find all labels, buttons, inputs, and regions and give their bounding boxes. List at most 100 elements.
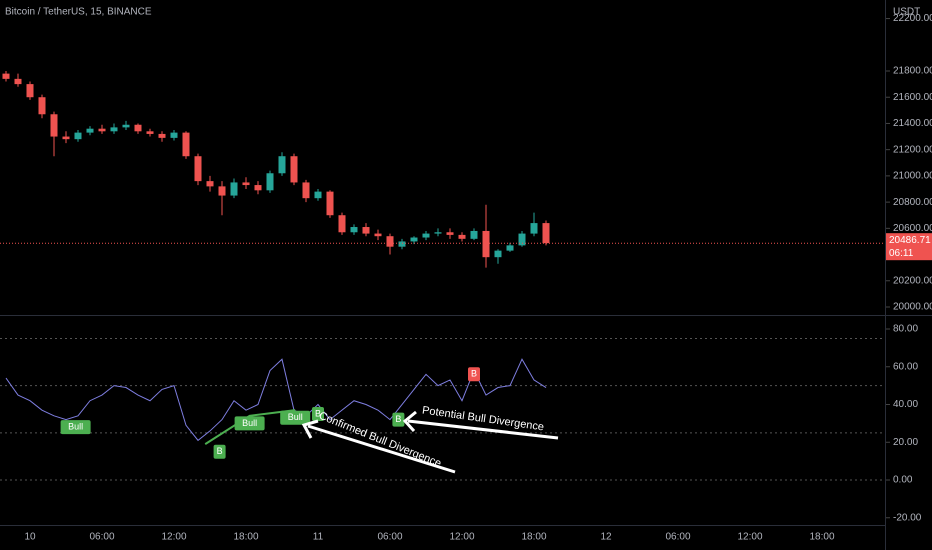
candle-body bbox=[410, 237, 418, 242]
candle-body bbox=[530, 223, 538, 234]
x-tick-label: 06:00 bbox=[377, 532, 402, 543]
y-tick-label: 20.00 bbox=[893, 437, 918, 448]
y-tick-label: 20800.00 bbox=[893, 197, 932, 208]
countdown-label: 06:11 bbox=[889, 248, 914, 259]
candle-body bbox=[170, 132, 178, 138]
x-tick-label: 18:00 bbox=[233, 532, 258, 543]
candle-body bbox=[542, 223, 550, 244]
signal-box bbox=[234, 416, 265, 431]
candle-body bbox=[242, 182, 250, 186]
candle-body bbox=[194, 156, 202, 182]
y-tick-label: 21800.00 bbox=[893, 66, 932, 77]
signal-label: Bull bbox=[68, 422, 83, 432]
candle-body bbox=[254, 185, 262, 191]
last-price-label: 20486.71 bbox=[889, 235, 931, 246]
candle-body bbox=[338, 215, 346, 233]
x-tick-label: 12:00 bbox=[737, 532, 762, 543]
candle-body bbox=[86, 128, 94, 133]
candle-body bbox=[182, 132, 190, 157]
arrow-head bbox=[301, 419, 319, 439]
signal-box bbox=[213, 444, 226, 459]
signal-box bbox=[468, 367, 480, 382]
candle-body bbox=[98, 128, 106, 132]
y-tick-label: 21200.00 bbox=[893, 144, 932, 155]
candle-body bbox=[350, 227, 358, 233]
y-tick-label: 0.00 bbox=[893, 475, 913, 486]
candle-body bbox=[482, 230, 490, 258]
candle-body bbox=[110, 127, 118, 132]
candle-body bbox=[506, 245, 514, 251]
rsi-line bbox=[5, 358, 547, 442]
candle-body bbox=[386, 236, 394, 247]
candle-body bbox=[518, 233, 526, 246]
last-price-box bbox=[886, 233, 932, 261]
candle-body bbox=[14, 78, 22, 85]
candle-body bbox=[62, 136, 70, 140]
candle-body bbox=[146, 131, 154, 134]
y-tick-label: 21400.00 bbox=[893, 118, 932, 129]
y-tick-label: 80.00 bbox=[893, 324, 918, 335]
candle-body bbox=[26, 84, 34, 98]
signal-label: Bull bbox=[288, 412, 303, 422]
divergence-line bbox=[204, 409, 296, 445]
y-tick-label: 20000.00 bbox=[893, 302, 932, 313]
signal-label: B bbox=[395, 414, 401, 424]
y-tick-label: 60.00 bbox=[893, 361, 918, 372]
candle-body bbox=[122, 124, 130, 128]
x-tick-label: 10 bbox=[24, 532, 36, 543]
y-tick-label: 21000.00 bbox=[893, 171, 932, 182]
candle-body bbox=[206, 181, 214, 187]
candle-body bbox=[74, 132, 82, 140]
candle-body bbox=[302, 182, 310, 199]
candle-body bbox=[374, 233, 382, 237]
y-tick-label: 22200.00 bbox=[893, 13, 932, 24]
x-tick-label: 18:00 bbox=[809, 532, 834, 543]
signal-box bbox=[60, 420, 91, 435]
x-tick-label: 11 bbox=[313, 532, 324, 543]
x-tick-label: 06:00 bbox=[89, 532, 114, 543]
x-tick-label: 06:00 bbox=[665, 532, 690, 543]
signal-box bbox=[392, 412, 405, 427]
candle-body bbox=[446, 232, 454, 235]
candle-body bbox=[434, 232, 442, 234]
x-tick-label: 12:00 bbox=[449, 532, 474, 543]
candle-body bbox=[278, 156, 286, 174]
candle-body bbox=[218, 186, 226, 196]
signal-label: Bull bbox=[242, 418, 257, 428]
candle-body bbox=[158, 133, 166, 138]
arrow-head bbox=[402, 410, 417, 433]
symbol-title: Bitcoin / TetherUS, 15, BINANCE bbox=[5, 7, 152, 18]
candle-body bbox=[2, 73, 10, 79]
signal-box bbox=[280, 410, 311, 425]
y-tick-label: 21600.00 bbox=[893, 92, 932, 103]
signal-box bbox=[312, 406, 324, 421]
candle-body bbox=[494, 250, 502, 258]
signal-label: B bbox=[217, 446, 223, 456]
candle-body bbox=[458, 234, 466, 239]
candle-body bbox=[470, 230, 478, 239]
y-tick-label: 20200.00 bbox=[893, 275, 932, 286]
currency: USDT bbox=[893, 7, 920, 18]
candle-body bbox=[314, 191, 322, 199]
arrow bbox=[407, 419, 559, 440]
x-tick-label: 12:00 bbox=[161, 532, 186, 543]
signal-label: B bbox=[471, 369, 477, 379]
candle-body bbox=[362, 227, 370, 234]
signal-label: B bbox=[315, 408, 321, 418]
candle-body bbox=[398, 241, 406, 247]
candle-body bbox=[134, 124, 142, 132]
candle-body bbox=[38, 97, 46, 115]
candle-body bbox=[290, 156, 298, 183]
x-tick-label: 12 bbox=[600, 532, 612, 543]
candle-body bbox=[230, 182, 238, 196]
arrow bbox=[307, 424, 456, 474]
candle-body bbox=[326, 191, 334, 216]
y-tick-label: -20.00 bbox=[893, 512, 922, 523]
y-tick-label: 20600.00 bbox=[893, 223, 932, 234]
candle-body bbox=[422, 233, 430, 238]
y-tick-label: 40.00 bbox=[893, 399, 918, 410]
candle-body bbox=[50, 114, 58, 137]
